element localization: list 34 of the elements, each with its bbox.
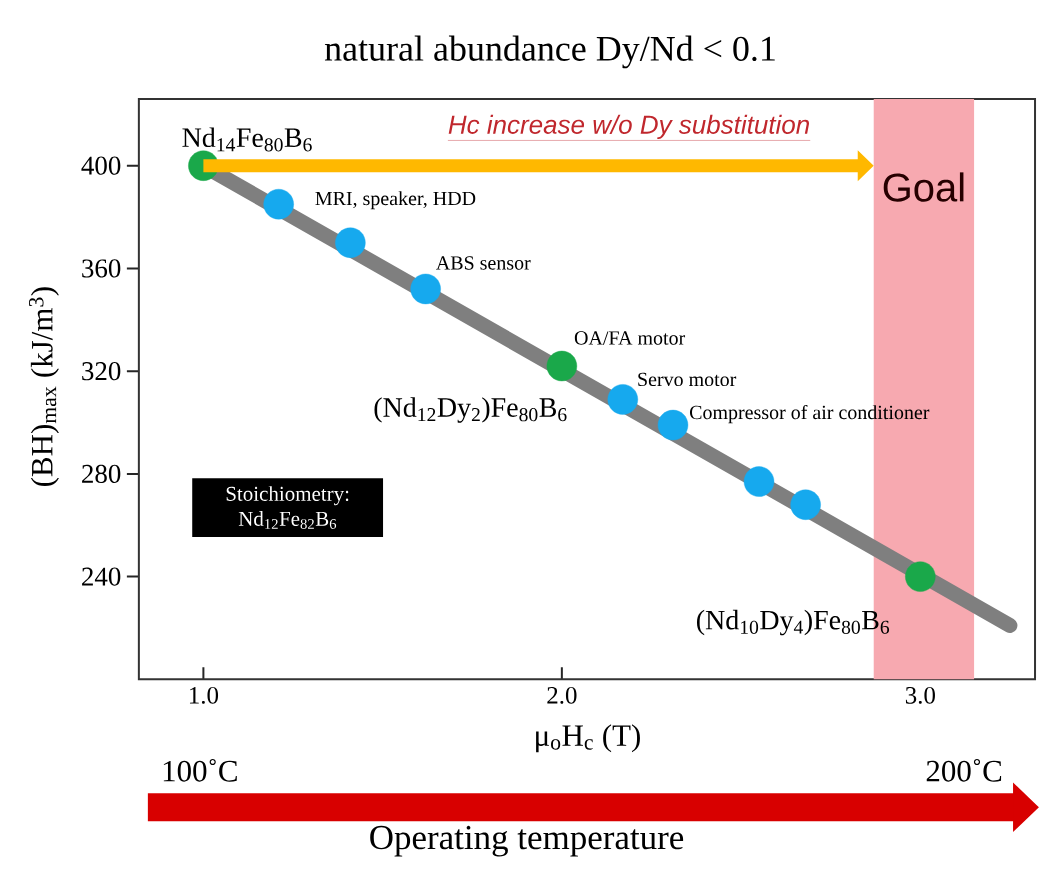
text: 100˚C [163, 758, 237, 782]
point [546, 350, 578, 382]
y-tick-label: 360 [82, 259, 121, 278]
band-label: Goal [883, 172, 964, 202]
annotation: OA/FA motor [574, 331, 686, 345]
y-tick-label: 240 [82, 567, 121, 586]
point [905, 561, 936, 592]
annotation: Stoichiometry: Nd$_{12}$Fe$_{82}$B$_{6}$ [226, 486, 349, 529]
text: Operating temperature [370, 825, 684, 857]
x-tick-label: 1.0 [189, 686, 219, 704]
text: 200˚C [926, 758, 1002, 782]
point [743, 466, 775, 497]
point [410, 273, 441, 305]
annotation: (Nd$_{10}$Dy$_{4}$)Fe$_{80}$B$_{6}$ [696, 609, 890, 636]
y-tick-label: 400 [81, 156, 121, 175]
point [607, 384, 638, 415]
y-axis-title: (BH)$_{max}$ (kJ/m$^{3}$) [28, 287, 59, 486]
annotation: ABS sensor [436, 256, 531, 270]
point [790, 489, 821, 520]
annotation: MRI, speaker, HDD [315, 191, 476, 210]
annotation: Servo motor [638, 372, 737, 387]
x-tick-label: 2.0 [547, 686, 577, 704]
annotation: Nd$_{14}$Fe$_{80}$B$_{6}$ [182, 127, 312, 152]
annotation: Compressor of air conditioner [689, 404, 930, 424]
point [263, 188, 294, 220]
point [657, 409, 689, 441]
point [335, 227, 366, 258]
annotation: Hc increase w/o Dy substitution [448, 114, 810, 139]
annotation: (Nd$_{12}$Dy$_{2}$)Fe$_{80}$B$_{6}$ [374, 397, 567, 423]
y-tick-label: 280 [82, 464, 121, 483]
y-tick-label: 320 [82, 361, 121, 381]
x-axis-title: μ$_{o}$H$_{c}$ (T) [536, 724, 640, 753]
x-tick-label: 3.0 [905, 686, 935, 704]
chart-title: natural abundance Dy/Nd < 0.1 [324, 35, 775, 69]
